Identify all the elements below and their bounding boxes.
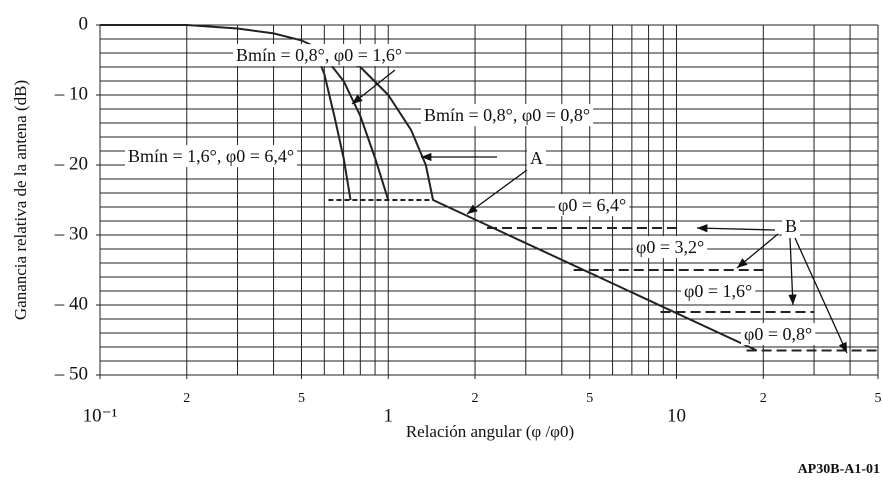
arrow xyxy=(466,169,528,215)
annotation-text: Bmín = 0,8°, φ0 = 0,8° xyxy=(424,105,590,125)
annotation-bg xyxy=(233,44,406,67)
x-tick-label: 10⁻¹ xyxy=(83,405,118,426)
annotation: A xyxy=(527,147,546,170)
annotation-text: φ0 = 3,2° xyxy=(636,237,704,257)
annotation-text: B xyxy=(785,216,797,236)
y-tick-label: – 30 xyxy=(54,223,88,244)
x-tick-label: 5 xyxy=(586,391,593,406)
y-tick-label: – 50 xyxy=(54,363,88,384)
annotation: φ0 = 3,2° xyxy=(633,236,708,259)
curve xyxy=(100,24,314,47)
annotation: Bmín = 0,8°, φ0 = 1,6° xyxy=(233,44,406,67)
annotation-bg xyxy=(421,104,594,127)
arrow xyxy=(696,224,776,233)
annotation-text: Bmín = 0,8°, φ0 = 1,6° xyxy=(236,45,402,65)
annotation: B xyxy=(782,215,801,238)
y-axis-label: Ganancia relativa de la antena (dB) xyxy=(11,80,30,320)
x-tick-label: 2 xyxy=(472,391,479,406)
x-tick-label: 10 xyxy=(667,405,686,426)
arrow xyxy=(788,237,797,306)
annotation-text: A xyxy=(530,148,543,168)
annotation-bg xyxy=(681,280,756,303)
annotation-bg xyxy=(741,323,816,346)
annotation-bg xyxy=(527,147,546,170)
figure-code: AP30B-A1-01 xyxy=(798,462,880,477)
curve xyxy=(432,199,758,352)
annotation: φ0 = 6,4° xyxy=(555,194,630,217)
annotation: Bmín = 1,6°, φ0 = 6,4° xyxy=(125,145,298,168)
annotation-text: Bmín = 1,6°, φ0 = 6,4° xyxy=(128,146,294,166)
annotation: Bmín = 0,8°, φ0 = 0,8° xyxy=(421,104,594,127)
annotation-text: φ0 = 0,8° xyxy=(744,324,812,344)
x-tick-label: 5 xyxy=(298,391,305,406)
annotation-bg xyxy=(125,145,298,168)
annotation: φ0 = 1,6° xyxy=(681,280,756,303)
arrow xyxy=(351,69,396,105)
annotation-bg xyxy=(782,215,801,238)
y-tick-label: – 40 xyxy=(54,293,88,314)
arrow xyxy=(736,233,779,269)
annotation: φ0 = 0,8° xyxy=(741,323,816,346)
y-tick-label: – 20 xyxy=(54,153,88,174)
x-tick-label: 1 xyxy=(384,405,394,426)
annotation-text: φ0 = 1,6° xyxy=(684,281,752,301)
y-tick-label: 0 xyxy=(79,13,89,34)
annotation-text: φ0 = 6,4° xyxy=(558,195,626,215)
y-tick-label: – 10 xyxy=(54,83,88,104)
x-tick-label: 2 xyxy=(760,391,767,406)
annotation-bg xyxy=(633,236,708,259)
arrow xyxy=(794,237,848,354)
x-axis-label: Relación angular (φ /φ0) xyxy=(406,422,574,441)
x-tick-label: 2 xyxy=(183,391,190,406)
annotation-bg xyxy=(555,194,630,217)
x-tick-label: 5 xyxy=(875,391,882,406)
